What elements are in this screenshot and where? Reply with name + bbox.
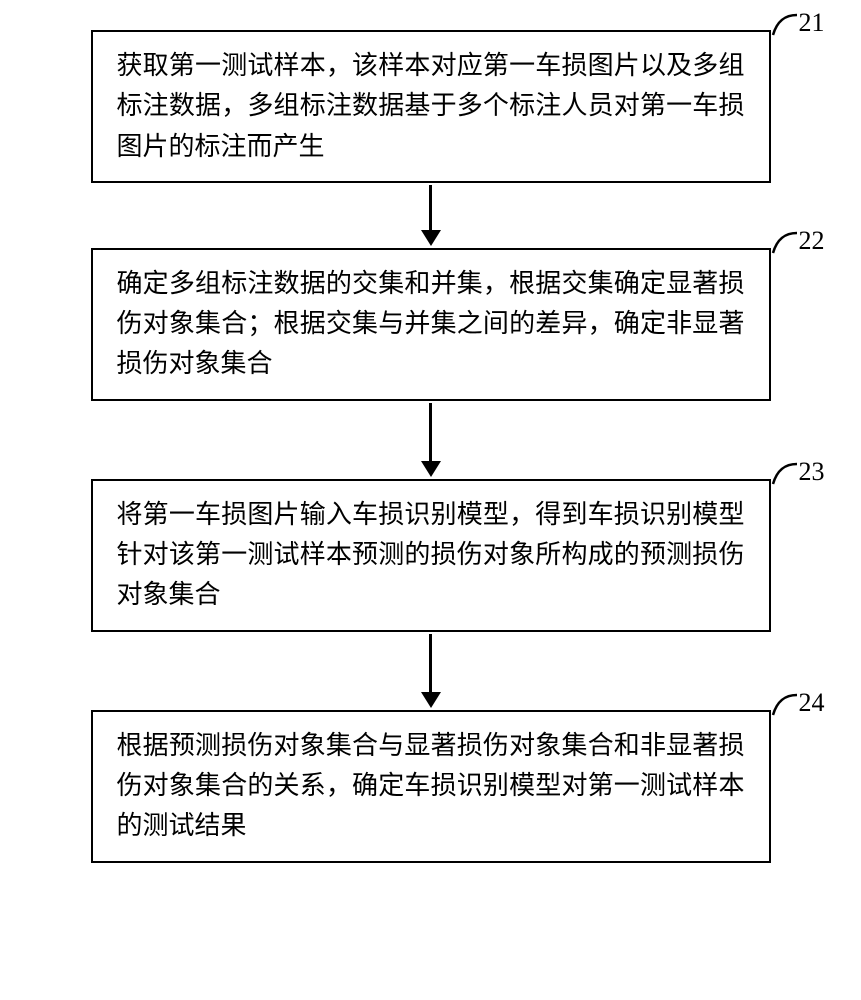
step-label: 21	[769, 8, 825, 38]
flow-step: 21获取第一测试样本，该样本对应第一车损图片以及多组标注数据，多组标注数据基于多…	[31, 30, 831, 183]
arrow-line	[429, 634, 432, 692]
step-label-text: 24	[799, 688, 825, 718]
arrow-line	[429, 185, 432, 230]
flow-box: 确定多组标注数据的交集和并集，根据交集确定显著损伤对象集合；根据交集与并集之间的…	[91, 248, 771, 401]
step-label: 23	[769, 457, 825, 487]
flow-box-text: 获取第一测试样本，该样本对应第一车损图片以及多组标注数据，多组标注数据基于多个标…	[117, 46, 745, 167]
step-label: 24	[769, 688, 825, 718]
flow-box: 将第一车损图片输入车损识别模型，得到车损识别模型针对该第一测试样本预测的损伤对象…	[91, 479, 771, 632]
flow-box-text: 确定多组标注数据的交集和并集，根据交集确定显著损伤对象集合；根据交集与并集之间的…	[117, 264, 745, 385]
step-label-text: 23	[799, 457, 825, 487]
flow-box-text: 根据预测损伤对象集合与显著损伤对象集合和非显著损伤对象集合的关系，确定车损识别模…	[117, 726, 745, 847]
arrow-head-icon	[421, 461, 441, 477]
arrow-head-icon	[421, 692, 441, 708]
step-label: 22	[769, 226, 825, 256]
flow-arrow	[421, 634, 441, 708]
flow-arrow	[421, 403, 441, 477]
flow-step: 24根据预测损伤对象集合与显著损伤对象集合和非显著损伤对象集合的关系，确定车损识…	[31, 710, 831, 863]
flow-step: 22确定多组标注数据的交集和并集，根据交集确定显著损伤对象集合；根据交集与并集之…	[31, 248, 831, 401]
leader-curve-icon	[769, 458, 797, 486]
arrow-head-icon	[421, 230, 441, 246]
flow-box: 根据预测损伤对象集合与显著损伤对象集合和非显著损伤对象集合的关系，确定车损识别模…	[91, 710, 771, 863]
flow-box-text: 将第一车损图片输入车损识别模型，得到车损识别模型针对该第一测试样本预测的损伤对象…	[117, 495, 745, 616]
arrow-line	[429, 403, 432, 461]
step-label-text: 22	[799, 226, 825, 256]
leader-curve-icon	[769, 9, 797, 37]
flow-arrow	[421, 185, 441, 246]
leader-curve-icon	[769, 227, 797, 255]
flow-box: 获取第一测试样本，该样本对应第一车损图片以及多组标注数据，多组标注数据基于多个标…	[91, 30, 771, 183]
step-label-text: 21	[799, 8, 825, 38]
leader-curve-icon	[769, 689, 797, 717]
flow-step: 23将第一车损图片输入车损识别模型，得到车损识别模型针对该第一测试样本预测的损伤…	[31, 479, 831, 632]
